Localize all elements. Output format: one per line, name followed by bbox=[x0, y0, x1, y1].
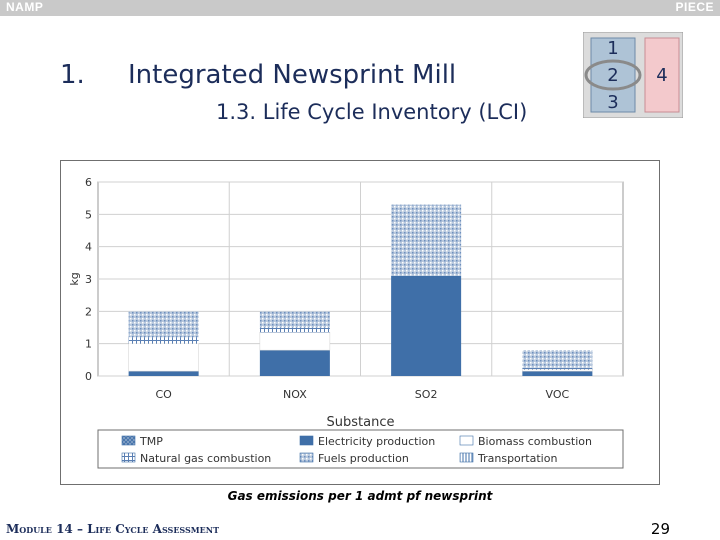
x-tick-label: SO2 bbox=[415, 388, 438, 401]
header-bar: NAMP PIECE bbox=[0, 0, 720, 16]
legend-label: Transportation bbox=[477, 452, 557, 465]
chart-caption: Gas emissions per 1 admt pf newsprint bbox=[227, 489, 493, 503]
nav-item-1[interactable]: 1 bbox=[607, 38, 618, 59]
nav-active-ring bbox=[584, 59, 642, 91]
y-tick-label: 1 bbox=[85, 338, 92, 351]
legend-label: Electricity production bbox=[318, 435, 435, 448]
bar-segment bbox=[391, 204, 462, 276]
emissions-chart: 0 1 2 3 4 5 6 kg CO NOX SO2 VOC Substance TMP Electri… bbox=[60, 160, 660, 485]
section-number: 1. bbox=[60, 60, 85, 90]
nav-item-3[interactable]: 3 bbox=[607, 92, 618, 113]
footer-module-label: Module 14 – Life Cycle Assessment bbox=[6, 522, 220, 536]
x-axis-label: Substance bbox=[327, 415, 395, 430]
y-tick-label: 2 bbox=[85, 305, 92, 318]
y-tick-label: 4 bbox=[85, 241, 92, 254]
header-left-label: NAMP bbox=[6, 0, 44, 14]
header-right-label: PIECE bbox=[675, 0, 714, 14]
bar-segment bbox=[259, 327, 330, 333]
y-axis-label: kg bbox=[68, 272, 81, 285]
legend-label: Fuels production bbox=[318, 452, 409, 465]
bar-segment bbox=[522, 367, 593, 370]
y-tick-label: 6 bbox=[85, 176, 92, 189]
legend-swatch bbox=[299, 452, 314, 463]
y-tick-label: 3 bbox=[85, 273, 92, 286]
nav-item-4[interactable]: 4 bbox=[656, 65, 667, 86]
bar-segment bbox=[128, 343, 199, 372]
page-title: Integrated Newsprint Mill bbox=[128, 60, 457, 90]
bar-segment bbox=[522, 369, 593, 372]
bar-segment bbox=[391, 275, 462, 376]
bar-segment bbox=[259, 350, 330, 376]
legend-label: Biomass combustion bbox=[478, 435, 592, 448]
x-tick-label: VOC bbox=[546, 388, 570, 401]
bar-segment bbox=[522, 350, 593, 368]
bar-segment bbox=[128, 337, 199, 344]
x-tick-label: CO bbox=[155, 388, 172, 401]
y-tick-label: 5 bbox=[85, 208, 92, 221]
section-nav: 1 2 3 4 bbox=[583, 32, 683, 118]
nav-item-2[interactable]: 2 bbox=[607, 65, 618, 86]
legend-label: Natural gas combustion bbox=[140, 452, 271, 465]
bar-segment bbox=[259, 332, 331, 351]
bar-segment bbox=[259, 311, 330, 328]
legend-label: TMP bbox=[139, 435, 163, 448]
page-number: 29 bbox=[650, 520, 670, 538]
legend-swatch bbox=[299, 435, 314, 446]
page-subtitle: 1.3. Life Cycle Inventory (LCI) bbox=[216, 100, 528, 124]
legend-swatch bbox=[459, 452, 474, 463]
legend-swatch bbox=[121, 435, 136, 446]
legend-box bbox=[97, 429, 624, 469]
bar-segment bbox=[128, 311, 199, 338]
x-tick-label: NOX bbox=[283, 388, 307, 401]
bar-segment bbox=[522, 371, 593, 376]
y-tick-label: 0 bbox=[85, 370, 92, 383]
legend-swatch bbox=[121, 452, 136, 463]
legend-swatch bbox=[459, 435, 474, 446]
bar-segment bbox=[128, 371, 199, 376]
